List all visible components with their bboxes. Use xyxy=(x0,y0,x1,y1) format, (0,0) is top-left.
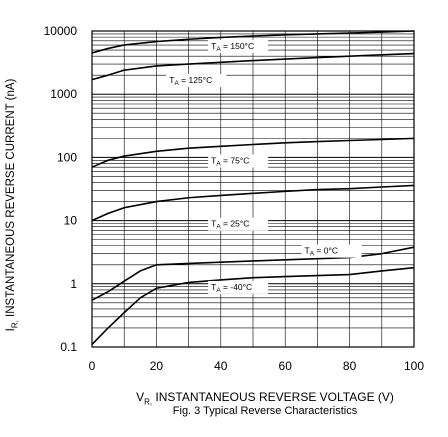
series-label: TA = 0°C xyxy=(305,246,339,258)
series-label-background xyxy=(166,74,227,88)
plot-frame xyxy=(91,30,415,348)
x-tick-label: 0 xyxy=(89,359,96,373)
series-line xyxy=(91,184,415,222)
x-tick-label: 80 xyxy=(343,359,357,373)
y-axis-label: IR, INSTANTANEOUS REVERSE CURRENT (nA) xyxy=(5,78,20,332)
series-line xyxy=(91,52,415,81)
series-label: TA = 150°C xyxy=(211,41,254,53)
series-line xyxy=(91,30,415,54)
series-line xyxy=(91,266,415,345)
series-label: TA = 125°C xyxy=(169,75,212,87)
x-tick-label: 60 xyxy=(279,359,293,373)
series-label: TA = 25°C xyxy=(211,219,249,231)
y-tick-label: 1 xyxy=(70,277,77,291)
series-label-background xyxy=(208,280,269,294)
series-label-background xyxy=(208,154,269,168)
x-tick-label: 100 xyxy=(404,359,424,373)
y-tick-label: 10000 xyxy=(44,24,78,38)
x-axis-label: VR, INSTANTANEOUS REVERSE VOLTAGE (V) xyxy=(136,390,394,407)
x-tick-label: 40 xyxy=(214,359,228,373)
y-tick-label: 100 xyxy=(57,150,77,164)
y-tick-label: 10 xyxy=(64,214,78,228)
series-label-background xyxy=(208,39,269,53)
series-line xyxy=(91,137,415,168)
series-label-background xyxy=(208,217,269,231)
y-tick-label: 1000 xyxy=(50,87,77,101)
y-tick-label: 0.1 xyxy=(60,340,77,354)
x-tick-label: 20 xyxy=(150,359,164,373)
series-label-background xyxy=(301,244,362,258)
series-label: TA = 75°C xyxy=(211,156,249,168)
figure-caption: Fig. 3 Typical Reverse Characteristics xyxy=(172,405,358,417)
series-label: TA = -40°C xyxy=(211,282,252,294)
